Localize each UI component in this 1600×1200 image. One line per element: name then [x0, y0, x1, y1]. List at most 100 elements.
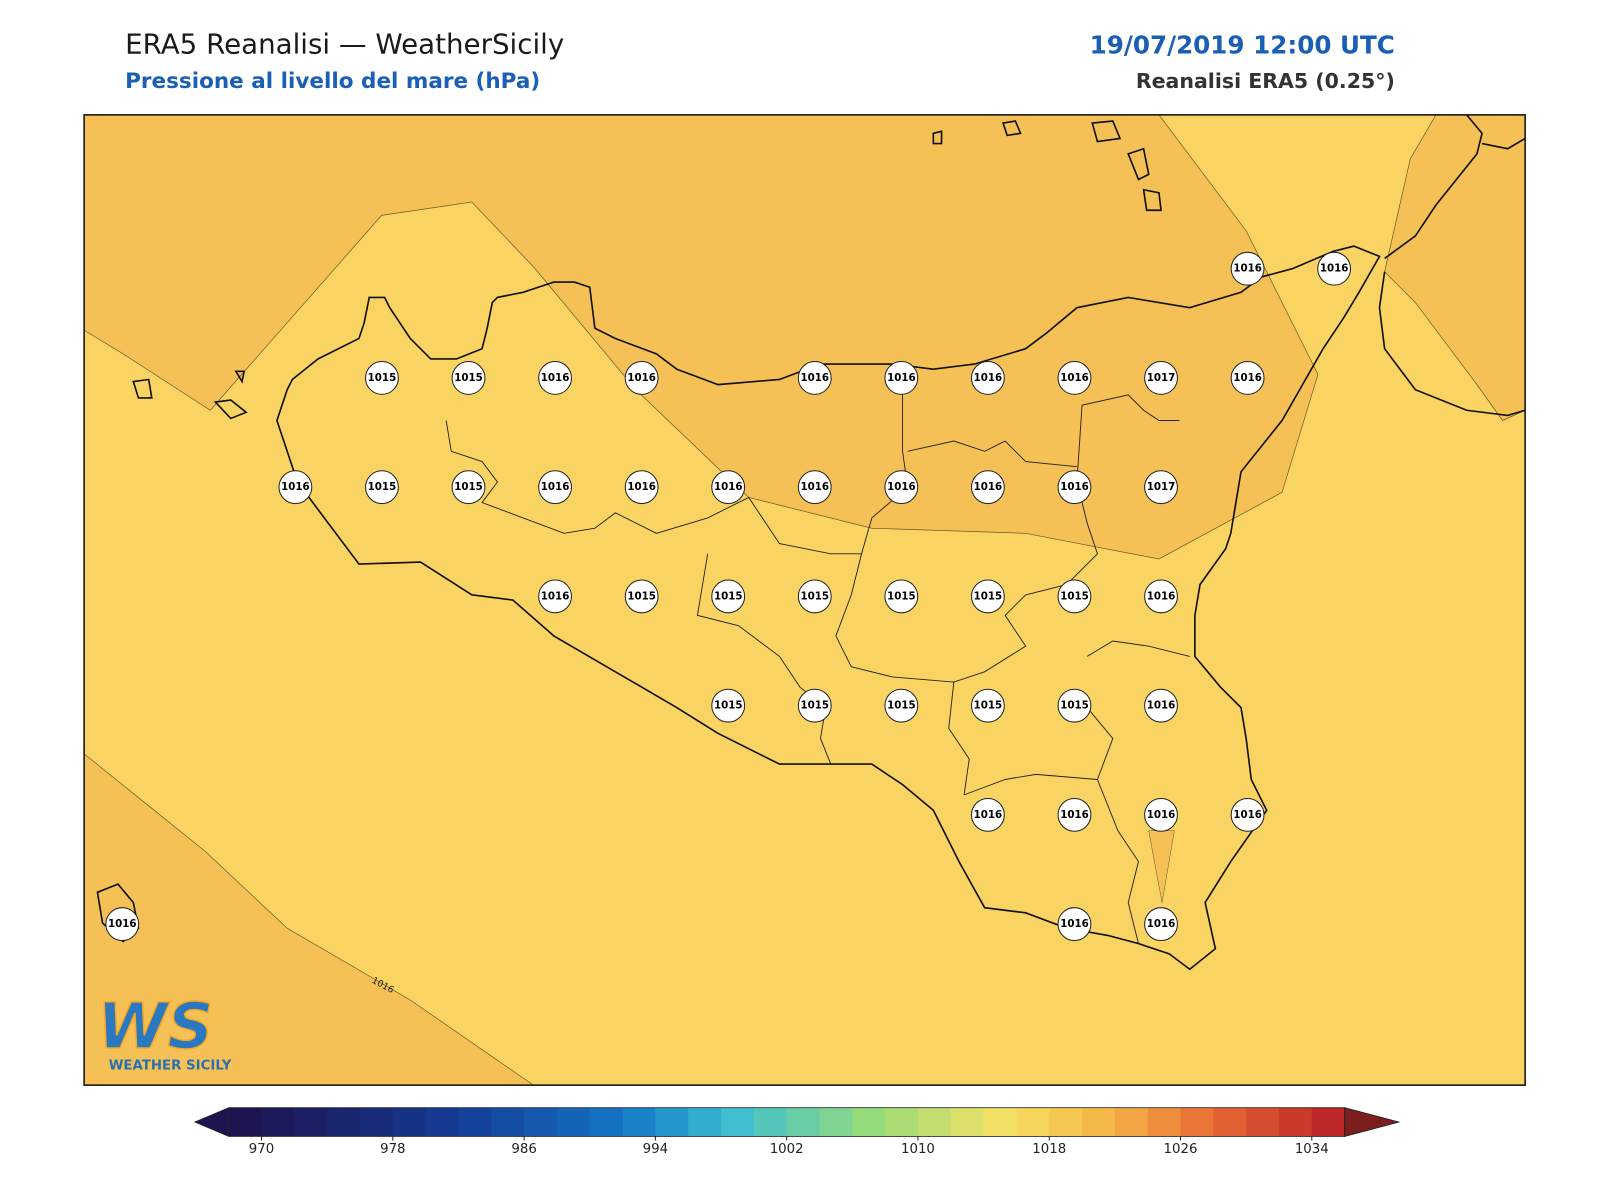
- station-value: 1015: [714, 590, 743, 602]
- station: 1015: [884, 688, 919, 723]
- station: 1015: [884, 579, 919, 614]
- station-marker: [884, 688, 919, 723]
- station-marker: [1230, 251, 1265, 286]
- station: 1016: [1144, 907, 1178, 942]
- colorbar-cell: [360, 1107, 394, 1137]
- station-marker: [1144, 797, 1178, 832]
- station-value: 1016: [1233, 809, 1262, 821]
- station-marker: [884, 579, 919, 614]
- station-value: 1015: [714, 700, 743, 712]
- station-value: 1016: [1060, 481, 1089, 493]
- colorbar-cell: [1049, 1107, 1083, 1137]
- station: 1015: [711, 579, 746, 614]
- colorbar-cell: [917, 1107, 952, 1137]
- colorbar-cell: [1213, 1107, 1247, 1137]
- station-marker: [365, 361, 399, 395]
- colorbar-cell: [819, 1107, 853, 1137]
- colorbar-cell: [458, 1107, 492, 1137]
- station: 1015: [797, 688, 832, 723]
- station-marker: [970, 470, 1005, 505]
- colorbar-cell: [1278, 1107, 1313, 1137]
- station-value: 1016: [541, 481, 570, 493]
- logo: WS WEATHER SICILY: [97, 988, 232, 1074]
- station-marker: [1057, 797, 1092, 832]
- colorbar-cell: [1016, 1107, 1050, 1137]
- station-marker: [105, 907, 140, 942]
- station-value: 1016: [974, 481, 1003, 493]
- colorbar-tick-label: 986: [511, 1142, 536, 1157]
- station-value: 1016: [887, 372, 916, 384]
- colorbar-cell: [556, 1107, 591, 1137]
- station: 1015: [624, 579, 659, 614]
- station: 1015: [1057, 688, 1092, 723]
- station: 1016: [970, 361, 1005, 395]
- station-marker: [884, 361, 919, 395]
- colorbar-cell: [1147, 1107, 1182, 1137]
- station: 1016: [1057, 907, 1092, 942]
- station: 1015: [451, 470, 486, 505]
- station: 1016: [538, 579, 573, 614]
- station-marker: [624, 361, 659, 395]
- station: 1016: [1317, 251, 1352, 286]
- station-marker: [970, 688, 1005, 723]
- station-value: 1016: [974, 809, 1003, 821]
- colorbar-cell: [852, 1107, 886, 1137]
- station-marker: [1230, 361, 1265, 395]
- province-borders: [445, 369, 1190, 944]
- station-marker: [1144, 361, 1178, 395]
- colorbar-cell: [1311, 1107, 1346, 1137]
- station-value: 1016: [1233, 372, 1262, 384]
- station-marker: [278, 470, 313, 505]
- station-marker: [797, 361, 832, 395]
- station-marker: [1230, 797, 1265, 832]
- colorbar-extend-low: [193, 1107, 230, 1138]
- colorbar-cell: [622, 1107, 656, 1137]
- station-marker: [1057, 470, 1092, 505]
- station: 1016: [1144, 579, 1178, 614]
- colorbar-cell: [1082, 1107, 1116, 1137]
- colorbar-cell: [753, 1107, 788, 1137]
- station-marker: [538, 470, 573, 505]
- station-value: 1015: [368, 372, 397, 384]
- colorbar-cell: [983, 1107, 1017, 1137]
- station-marker: [1144, 470, 1178, 505]
- station-value: 1016: [1147, 700, 1176, 712]
- station: 1016: [538, 361, 573, 395]
- station: 1016: [1230, 361, 1265, 395]
- station-marker: [1057, 361, 1092, 395]
- station-value: 1016: [1060, 372, 1089, 384]
- station-marker: [624, 579, 659, 614]
- colorbar-cell: [228, 1107, 263, 1137]
- subtitle: Pressione al livello del mare (hPa): [125, 69, 540, 94]
- station: 1016: [884, 361, 919, 395]
- station-marker: [970, 361, 1005, 395]
- station: 1016: [797, 470, 832, 505]
- colorbar-cell: [655, 1107, 689, 1137]
- station-marker: [1057, 688, 1092, 723]
- station-value: 1015: [1060, 700, 1089, 712]
- station-value: 1016: [627, 372, 656, 384]
- station-value: 1016: [108, 918, 137, 930]
- colorbar-extend-high: [1344, 1107, 1401, 1137]
- station-marker: [884, 470, 919, 505]
- station: 1016: [1057, 470, 1092, 505]
- colorbar-tick-label: 1026: [1164, 1142, 1198, 1157]
- station: 1017: [1144, 361, 1178, 395]
- logo-name: WEATHER SICILY: [109, 1059, 232, 1074]
- station-value: 1016: [627, 481, 656, 493]
- station-value: 1017: [1147, 372, 1176, 384]
- pressure-zone: [1384, 114, 1526, 421]
- station-value: 1015: [974, 700, 1003, 712]
- station-marker: [970, 797, 1005, 832]
- station: 1016: [1057, 797, 1092, 832]
- station-value: 1016: [541, 590, 570, 602]
- station-value: 1015: [887, 700, 916, 712]
- station: 1016: [1230, 251, 1265, 286]
- station-marker: [1057, 907, 1092, 942]
- colorbar: 970 978 986 994 1002 1010 1018 1026 1034: [193, 1107, 1401, 1157]
- station: 1015: [970, 688, 1005, 723]
- colorbar-cell: [524, 1107, 558, 1137]
- station: 1016: [1230, 797, 1265, 832]
- colorbar-cell: [392, 1107, 427, 1137]
